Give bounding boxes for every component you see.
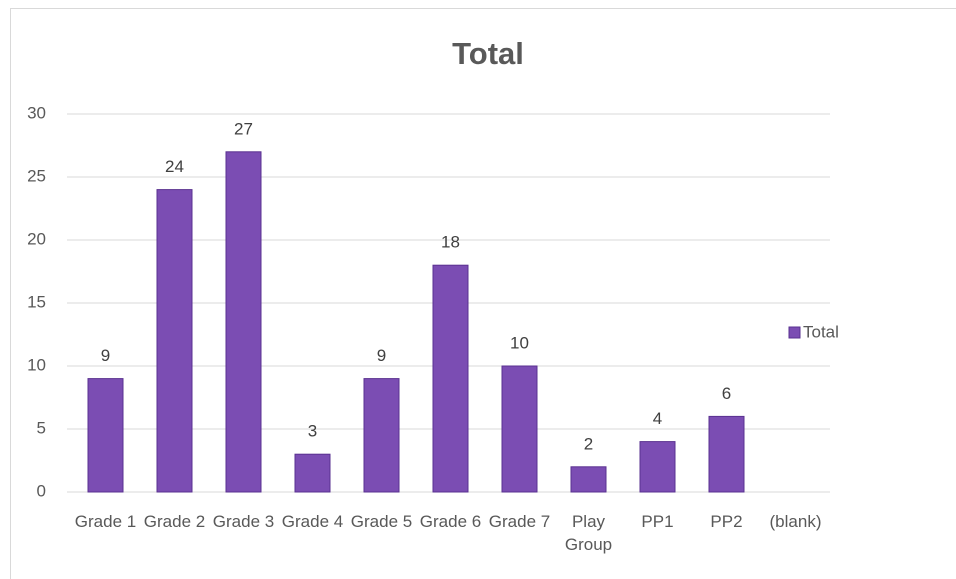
chart-border	[10, 8, 956, 579]
bar	[639, 441, 676, 493]
bar	[432, 264, 469, 493]
x-tick-label: Grade 4	[281, 512, 344, 531]
bar	[294, 453, 331, 493]
data-label: 9	[101, 346, 110, 365]
bar	[156, 189, 193, 493]
y-tick-label: 30	[27, 103, 46, 122]
bar	[225, 151, 262, 493]
y-tick-label: 0	[37, 481, 46, 500]
x-tick-label: Grade 3	[212, 512, 275, 531]
chart-title: Total	[452, 36, 524, 71]
y-tick-label: 25	[27, 166, 46, 185]
data-label: 3	[308, 422, 317, 441]
data-label: 2	[584, 434, 593, 453]
x-tick-label: Grade 5	[350, 512, 413, 531]
data-label: 6	[722, 384, 731, 403]
bar	[363, 378, 400, 493]
data-label: 4	[653, 409, 662, 428]
data-label: 9	[377, 346, 386, 365]
bar	[708, 415, 745, 493]
bar	[570, 466, 607, 493]
y-tick-label: 10	[27, 355, 46, 374]
x-tick-label: PP2	[710, 512, 743, 531]
x-tick-label: Grade 2	[143, 512, 206, 531]
y-tick-label: 15	[27, 292, 46, 311]
x-tick-label: Grade 6	[419, 512, 482, 531]
y-tick-label: 5	[37, 418, 46, 437]
bar	[87, 378, 124, 493]
data-label: 24	[165, 157, 184, 176]
data-label: 27	[234, 119, 253, 138]
x-tick-label: Grade 1	[74, 512, 137, 531]
legend-swatch	[788, 326, 801, 339]
x-tick-label: Play Group	[564, 512, 613, 554]
data-label: 10	[510, 333, 529, 352]
x-tick-label: PP1	[641, 512, 674, 531]
x-tick-label: (blank)	[769, 512, 822, 531]
x-tick-label: Grade 7	[488, 512, 551, 531]
legend-label: Total	[803, 322, 839, 341]
bar	[501, 365, 538, 493]
data-label: 18	[441, 233, 460, 252]
y-tick-label: 20	[27, 229, 46, 248]
